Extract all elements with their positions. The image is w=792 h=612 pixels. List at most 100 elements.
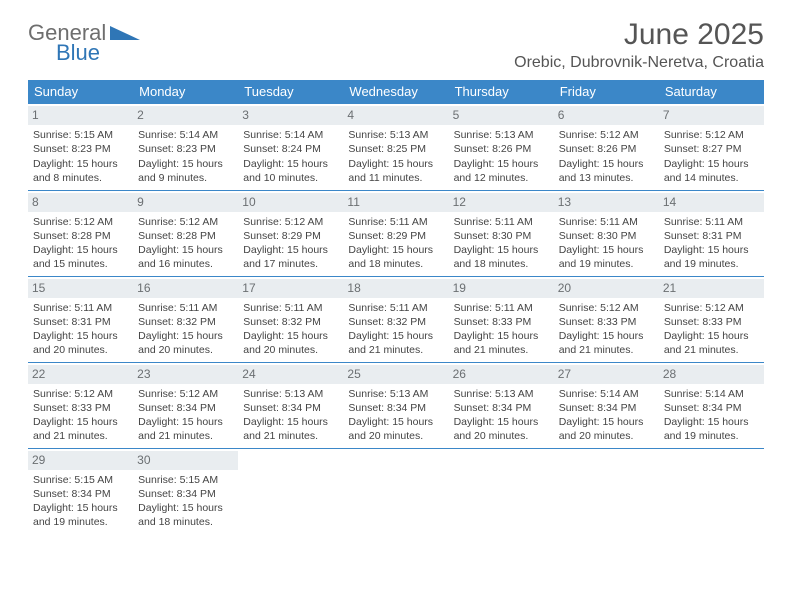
sunset-line: Sunset: 8:29 PM bbox=[243, 229, 338, 243]
sunrise-line: Sunrise: 5:13 AM bbox=[243, 387, 338, 401]
day-details: Sunrise: 5:14 AMSunset: 8:24 PMDaylight:… bbox=[242, 128, 339, 185]
sunset-line: Sunset: 8:29 PM bbox=[348, 229, 443, 243]
calendar-day-cell: 6Sunrise: 5:12 AMSunset: 8:26 PMDaylight… bbox=[554, 104, 659, 190]
day-number: 10 bbox=[238, 193, 343, 212]
day-details: Sunrise: 5:12 AMSunset: 8:28 PMDaylight:… bbox=[32, 215, 129, 272]
sunrise-line: Sunrise: 5:11 AM bbox=[559, 215, 654, 229]
sunset-line: Sunset: 8:25 PM bbox=[348, 142, 443, 156]
sunset-line: Sunset: 8:23 PM bbox=[33, 142, 128, 156]
calendar-day-cell: 9 Sunrise: 5:12 AMSunset: 8:28 PMDaylight… bbox=[133, 190, 238, 276]
daylight-line: Daylight: 15 hours and 20 minutes. bbox=[33, 329, 128, 357]
daylight-line: Daylight: 15 hours and 20 minutes. bbox=[243, 329, 338, 357]
calendar-day-cell: 30Sunrise: 5:15 AMSunset: 8:34 PMDayligh… bbox=[133, 448, 238, 534]
sunrise-line: Sunrise: 5:12 AM bbox=[243, 215, 338, 229]
daylight-line: Daylight: 15 hours and 11 minutes. bbox=[348, 157, 443, 185]
weekday-heading: Wednesday bbox=[343, 80, 448, 104]
calendar-day-cell: 20 Sunrise: 5:12 AMSunset: 8:33 PMDayligh… bbox=[554, 276, 659, 362]
day-number: 20 bbox=[554, 279, 659, 298]
sunset-line: Sunset: 8:34 PM bbox=[33, 487, 128, 501]
sunrise-line: Sunrise: 5:14 AM bbox=[559, 387, 654, 401]
weekday-heading: Tuesday bbox=[238, 80, 343, 104]
calendar-day-cell: 5Sunrise: 5:13 AMSunset: 8:26 PMDaylight… bbox=[449, 104, 554, 190]
calendar-day-cell: 29Sunrise: 5:15 AMSunset: 8:34 PMDayligh… bbox=[28, 448, 133, 534]
calendar-day-cell bbox=[343, 448, 448, 534]
day-details: Sunrise: 5:11 AMSunset: 8:32 PMDaylight:… bbox=[137, 301, 234, 358]
daylight-line: Daylight: 15 hours and 8 minutes. bbox=[33, 157, 128, 185]
sunrise-line: Sunrise: 5:14 AM bbox=[138, 128, 233, 142]
sunset-line: Sunset: 8:33 PM bbox=[664, 315, 759, 329]
sunset-line: Sunset: 8:27 PM bbox=[664, 142, 759, 156]
sunrise-line: Sunrise: 5:15 AM bbox=[138, 473, 233, 487]
calendar-day-cell: 15Sunrise: 5:11 AMSunset: 8:31 PMDayligh… bbox=[28, 276, 133, 362]
day-details: Sunrise: 5:12 AMSunset: 8:28 PMDaylight:… bbox=[137, 215, 234, 272]
daylight-line: Daylight: 15 hours and 19 minutes. bbox=[664, 415, 759, 443]
sunset-line: Sunset: 8:32 PM bbox=[138, 315, 233, 329]
daylight-line: Daylight: 15 hours and 21 minutes. bbox=[664, 329, 759, 357]
day-number: 25 bbox=[343, 365, 448, 384]
day-number: 1 bbox=[28, 106, 133, 125]
daylight-line: Daylight: 15 hours and 20 minutes. bbox=[348, 415, 443, 443]
sunrise-line: Sunrise: 5:11 AM bbox=[138, 301, 233, 315]
daylight-line: Daylight: 15 hours and 14 minutes. bbox=[664, 157, 759, 185]
sunrise-line: Sunrise: 5:12 AM bbox=[664, 301, 759, 315]
calendar-day-cell: 2Sunrise: 5:14 AMSunset: 8:23 PMDaylight… bbox=[133, 104, 238, 190]
sunset-line: Sunset: 8:32 PM bbox=[243, 315, 338, 329]
day-number: 12 bbox=[449, 193, 554, 212]
calendar-week-row: 22Sunrise: 5:12 AMSunset: 8:33 PMDayligh… bbox=[28, 362, 764, 448]
day-number: 9 bbox=[133, 193, 238, 212]
day-details: Sunrise: 5:15 AMSunset: 8:34 PMDaylight:… bbox=[137, 473, 234, 530]
calendar-day-cell: 4Sunrise: 5:13 AMSunset: 8:25 PMDaylight… bbox=[343, 104, 448, 190]
daylight-line: Daylight: 15 hours and 18 minutes. bbox=[348, 243, 443, 271]
sunset-line: Sunset: 8:30 PM bbox=[454, 229, 549, 243]
daylight-line: Daylight: 15 hours and 21 minutes. bbox=[454, 329, 549, 357]
sunrise-line: Sunrise: 5:12 AM bbox=[138, 387, 233, 401]
day-number: 14 bbox=[659, 193, 764, 212]
daylight-line: Daylight: 15 hours and 20 minutes. bbox=[559, 415, 654, 443]
sunrise-line: Sunrise: 5:13 AM bbox=[348, 128, 443, 142]
calendar-day-cell: 7Sunrise: 5:12 AMSunset: 8:27 PMDaylight… bbox=[659, 104, 764, 190]
sunset-line: Sunset: 8:26 PM bbox=[454, 142, 549, 156]
calendar-day-cell bbox=[554, 448, 659, 534]
sunrise-line: Sunrise: 5:11 AM bbox=[664, 215, 759, 229]
calendar-body: 1Sunrise: 5:15 AMSunset: 8:23 PMDaylight… bbox=[28, 104, 764, 534]
day-details: Sunrise: 5:11 AMSunset: 8:32 PMDaylight:… bbox=[347, 301, 444, 358]
sunrise-line: Sunrise: 5:11 AM bbox=[243, 301, 338, 315]
calendar-table: Sunday Monday Tuesday Wednesday Thursday… bbox=[28, 80, 764, 534]
calendar-day-cell: 17 Sunrise: 5:11 AMSunset: 8:32 PMDayligh… bbox=[238, 276, 343, 362]
calendar-head: Sunday Monday Tuesday Wednesday Thursday… bbox=[28, 80, 764, 104]
daylight-line: Daylight: 15 hours and 18 minutes. bbox=[138, 501, 233, 529]
sunset-line: Sunset: 8:33 PM bbox=[454, 315, 549, 329]
day-details: Sunrise: 5:12 AMSunset: 8:33 PMDaylight:… bbox=[558, 301, 655, 358]
sunset-line: Sunset: 8:34 PM bbox=[243, 401, 338, 415]
calendar-day-cell: 12Sunrise: 5:11 AMSunset: 8:30 PMDayligh… bbox=[449, 190, 554, 276]
day-number: 17 bbox=[238, 279, 343, 298]
weekday-heading: Thursday bbox=[449, 80, 554, 104]
daylight-line: Daylight: 15 hours and 10 minutes. bbox=[243, 157, 338, 185]
sunset-line: Sunset: 8:34 PM bbox=[138, 487, 233, 501]
day-number: 22 bbox=[28, 365, 133, 384]
day-number: 11 bbox=[343, 193, 448, 212]
day-number: 18 bbox=[343, 279, 448, 298]
sunset-line: Sunset: 8:34 PM bbox=[348, 401, 443, 415]
day-number: 13 bbox=[554, 193, 659, 212]
calendar-day-cell: 8Sunrise: 5:12 AMSunset: 8:28 PMDaylight… bbox=[28, 190, 133, 276]
daylight-line: Daylight: 15 hours and 20 minutes. bbox=[454, 415, 549, 443]
day-details: Sunrise: 5:11 AMSunset: 8:31 PMDaylight:… bbox=[32, 301, 129, 358]
daylight-line: Daylight: 15 hours and 21 minutes. bbox=[33, 415, 128, 443]
day-details: Sunrise: 5:11 AMSunset: 8:31 PMDaylight:… bbox=[663, 215, 760, 272]
day-details: Sunrise: 5:13 AMSunset: 8:25 PMDaylight:… bbox=[347, 128, 444, 185]
location-text: Orebic, Dubrovnik-Neretva, Croatia bbox=[514, 54, 764, 72]
sunset-line: Sunset: 8:30 PM bbox=[559, 229, 654, 243]
sunrise-line: Sunrise: 5:13 AM bbox=[348, 387, 443, 401]
sunset-line: Sunset: 8:33 PM bbox=[33, 401, 128, 415]
calendar-day-cell: 10 Sunrise: 5:12 AMSunset: 8:29 PMDayligh… bbox=[238, 190, 343, 276]
weekday-heading: Sunday bbox=[28, 80, 133, 104]
day-details: Sunrise: 5:13 AMSunset: 8:34 PMDaylight:… bbox=[242, 387, 339, 444]
day-number: 21 bbox=[659, 279, 764, 298]
sunset-line: Sunset: 8:26 PM bbox=[559, 142, 654, 156]
daylight-line: Daylight: 15 hours and 17 minutes. bbox=[243, 243, 338, 271]
brand-logo: General Blue bbox=[28, 18, 148, 64]
day-details: Sunrise: 5:15 AMSunset: 8:34 PMDaylight:… bbox=[32, 473, 129, 530]
daylight-line: Daylight: 15 hours and 19 minutes. bbox=[559, 243, 654, 271]
calendar-week-row: 29Sunrise: 5:15 AMSunset: 8:34 PMDayligh… bbox=[28, 448, 764, 534]
